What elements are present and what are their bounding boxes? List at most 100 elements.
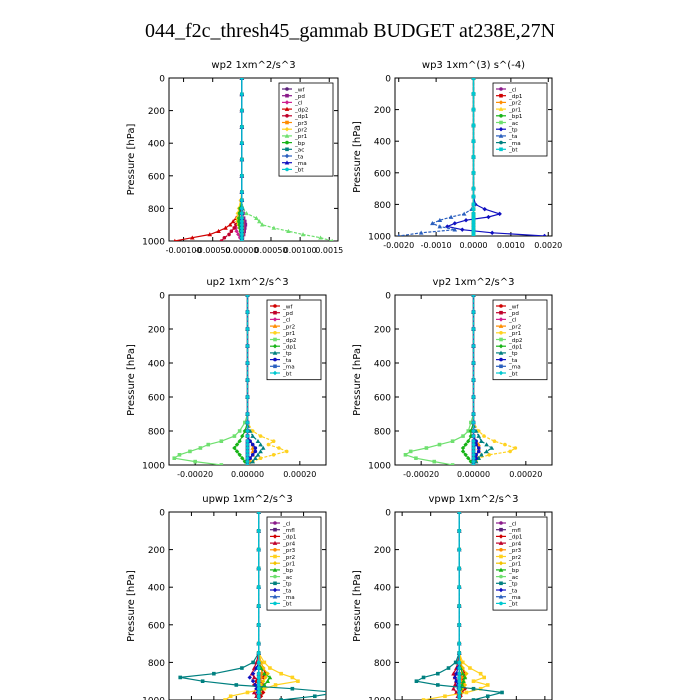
data-point bbox=[485, 694, 490, 699]
data-point bbox=[232, 434, 237, 438]
legend-label: _pr1 bbox=[282, 562, 296, 568]
x-tick-label: 0.0020 bbox=[534, 241, 562, 250]
data-point bbox=[240, 198, 244, 203]
data-point bbox=[476, 449, 481, 454]
data-point bbox=[466, 439, 471, 444]
data-point bbox=[471, 207, 476, 211]
data-point bbox=[454, 679, 459, 684]
legend-marker bbox=[499, 601, 503, 606]
data-point bbox=[245, 459, 250, 464]
data-point bbox=[471, 224, 476, 229]
data-point bbox=[457, 666, 462, 670]
data-point bbox=[487, 453, 492, 457]
y-tick-label: 1000 bbox=[142, 697, 165, 700]
y-tick-label: 200 bbox=[374, 106, 391, 116]
data-point bbox=[457, 623, 462, 627]
legend-marker bbox=[498, 587, 504, 593]
legend-marker bbox=[285, 120, 289, 125]
legend-marker bbox=[499, 87, 503, 91]
data-point bbox=[445, 224, 450, 229]
plot-frame bbox=[168, 77, 339, 242]
data-point bbox=[245, 462, 250, 465]
data-point bbox=[489, 445, 495, 450]
data-point bbox=[250, 679, 256, 684]
legend-label: _ta bbox=[282, 358, 291, 364]
legend-label: _pr2 bbox=[508, 555, 521, 561]
data-point bbox=[240, 239, 244, 241]
data-point bbox=[451, 671, 456, 676]
data-point bbox=[245, 295, 250, 298]
y-tick-label: 0 bbox=[385, 75, 391, 85]
data-point bbox=[421, 675, 426, 680]
plot-area bbox=[403, 295, 518, 465]
data-point bbox=[471, 295, 476, 298]
data-point bbox=[258, 449, 263, 454]
data-point bbox=[457, 671, 462, 676]
data-point bbox=[457, 529, 462, 533]
data-point bbox=[267, 675, 273, 680]
data-point bbox=[245, 360, 250, 366]
y-tick-label: 800 bbox=[374, 428, 391, 438]
data-point bbox=[245, 343, 250, 349]
x-tick-label: 0.00100 bbox=[284, 246, 317, 255]
legend-marker bbox=[284, 133, 290, 138]
data-point bbox=[463, 452, 468, 457]
legend-label: _ac bbox=[508, 121, 518, 127]
data-point bbox=[457, 683, 462, 687]
data-point bbox=[461, 678, 466, 683]
data-point bbox=[284, 449, 289, 454]
legend-marker bbox=[498, 350, 504, 355]
legend-label: _bp bbox=[294, 141, 305, 147]
data-point bbox=[457, 547, 462, 552]
data-point bbox=[256, 679, 261, 683]
y-tick-label: 200 bbox=[148, 326, 165, 336]
chart-panel-5: upwp 1xm^2/s^3 Pressure [hPa] 0 200 400 600 80… bbox=[126, 494, 327, 700]
chart-panel-3: up2 1xm^2/s^3 Pressure [hPa] 0 200 400 600 800… bbox=[126, 277, 327, 479]
data-point bbox=[262, 682, 267, 687]
data-point bbox=[471, 326, 476, 332]
legend-marker bbox=[499, 310, 503, 315]
panel-title: wp3 1xm^(3) s^(-4) bbox=[422, 60, 525, 71]
data-point bbox=[245, 439, 250, 444]
x-tick-label: 0.00020 bbox=[509, 470, 542, 479]
data-point bbox=[471, 202, 476, 207]
y-tick-label: 0 bbox=[159, 75, 165, 85]
data-point bbox=[296, 679, 300, 683]
legend-marker bbox=[499, 304, 503, 308]
data-point bbox=[234, 222, 238, 227]
data-point bbox=[300, 232, 306, 237]
data-point bbox=[430, 221, 435, 226]
legend-label: _cl bbox=[282, 521, 291, 527]
data-point bbox=[542, 233, 547, 236]
data-point bbox=[256, 529, 261, 533]
data-point bbox=[446, 666, 451, 670]
legend-marker bbox=[273, 364, 277, 369]
data-point bbox=[219, 463, 224, 465]
data-point bbox=[450, 439, 455, 443]
data-point bbox=[219, 239, 224, 241]
data-point bbox=[254, 215, 259, 220]
y-tick-label: 400 bbox=[374, 360, 391, 370]
data-point bbox=[237, 452, 242, 457]
legend-marker bbox=[499, 554, 503, 559]
legend-label: _ta bbox=[294, 154, 303, 160]
data-point bbox=[240, 190, 244, 194]
data-point bbox=[476, 446, 481, 450]
data-point bbox=[471, 221, 476, 226]
y-axis-label: Pressure [hPa] bbox=[352, 344, 363, 416]
legend-label: _pd bbox=[282, 311, 293, 317]
legend-label: _ma bbox=[294, 161, 307, 167]
data-point bbox=[253, 682, 258, 688]
legend-marker bbox=[498, 127, 504, 132]
legend: _cl_mfl_dp1_pr4_pr3_pr2_pr1_bp_ac_tp_ta_… bbox=[492, 516, 548, 611]
x-tick-label: -0.00050 bbox=[195, 246, 231, 255]
data-point bbox=[482, 675, 487, 680]
data-point bbox=[437, 224, 443, 229]
data-point bbox=[242, 219, 247, 224]
legend-label: _dp1 bbox=[508, 94, 523, 100]
data-point bbox=[172, 456, 177, 460]
data-point bbox=[243, 420, 247, 425]
y-tick-label: 0 bbox=[159, 292, 165, 302]
data-point bbox=[245, 449, 250, 454]
y-tick-label: 400 bbox=[374, 138, 391, 148]
